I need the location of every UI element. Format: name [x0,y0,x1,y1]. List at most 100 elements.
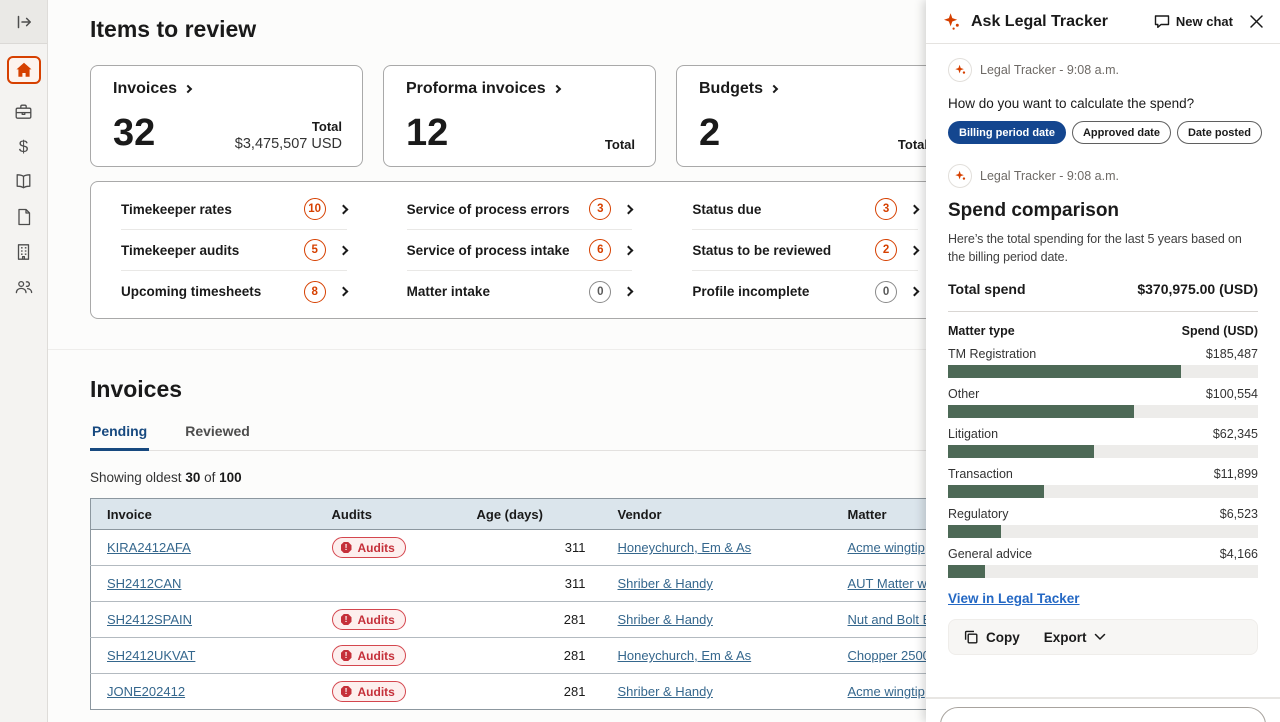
chat-message: Legal Tracker - 9:08 a.m. How do you wan… [948,58,1258,144]
summary-cards-row: Invoices 32 Total $3,475,507 USD Proform… [90,65,949,167]
age-value: 281 [461,602,602,638]
audits-badge[interactable]: !Audits [332,609,406,630]
chevron-right-icon [338,245,348,255]
sidebar-item-spend[interactable]: $ [7,129,41,164]
review-item-sop-intake[interactable]: Service of process intake 6 [407,230,633,271]
card-label: Proforma invoices [406,80,546,98]
matter-link[interactable]: Chopper 25000 [848,648,938,663]
total-spend-label: Total spend [948,281,1026,297]
sidebar-item-firms[interactable] [7,234,41,269]
sidebar-item-contacts[interactable] [7,269,41,304]
spend-bar-row: Other $100,554 [948,387,1258,418]
alert-octagon-icon: ! [341,650,352,661]
col-header-age: Age (days) [461,499,602,530]
matter-type-label: TM Registration [948,347,1036,361]
message-meta: Legal Tracker - 9:08 a.m. [980,169,1119,183]
matter-link[interactable]: Acme wingtip [848,684,925,699]
table-row: JONE202412 !Audits 281 Shriber & Handy A… [91,674,950,710]
chat-bubble-icon [1154,14,1170,29]
export-button[interactable]: Export [1044,630,1106,645]
showing-count-text: Showing oldest 30 of 100 [90,470,949,485]
sidebar-item-documents[interactable] [7,199,41,234]
alert-octagon-icon: ! [341,686,352,697]
matter-type-label: Other [948,387,979,401]
matter-link[interactable]: Nut and Bolt B [848,612,932,627]
close-icon[interactable] [1249,14,1264,29]
review-column-2: Service of process errors 3 Service of p… [377,189,663,311]
vendor-link[interactable]: Honeychurch, Em & As [618,540,752,555]
pill-date-posted[interactable]: Date posted [1177,121,1262,144]
invoice-link[interactable]: SH2412UKVAT [107,648,195,663]
col-header-audits: Audits [316,499,461,530]
card-total-label: Total [898,137,928,152]
review-item-status-to-be-reviewed[interactable]: Status to be reviewed 2 [692,230,918,271]
vendor-link[interactable]: Honeychurch, Em & As [618,648,752,663]
bar-track [948,445,1258,458]
sidebar-item-home[interactable] [7,56,41,84]
review-column-3: Status due 3 Status to be reviewed 2 Pro… [662,189,948,311]
review-item-profile-incomplete[interactable]: Profile incomplete 0 [692,271,918,312]
chat-message-input[interactable] [940,707,1266,722]
review-item-status-due[interactable]: Status due 3 [692,189,918,230]
review-item-timekeeper-audits[interactable]: Timekeeper audits 5 [121,230,347,271]
spend-bar-row: Litigation $62,345 [948,427,1258,458]
vendor-link[interactable]: Shriber & Handy [618,684,713,699]
spend-option-pills: Billing period date Approved date Date p… [948,121,1258,144]
sidebar-item-matters[interactable] [7,94,41,129]
card-proforma-invoices[interactable]: Proforma invoices 12 Total [383,65,656,167]
invoice-link[interactable]: KIRA2412AFA [107,540,191,555]
legal-tracker-avatar [948,58,972,82]
chat-question: How do you want to calculate the spend? [948,96,1258,111]
invoices-table: Invoice Audits Age (days) Vendor Matter … [90,498,950,710]
copy-icon [963,629,979,645]
col-header-vendor: Vendor [602,499,832,530]
spend-amount: $6,523 [1220,507,1258,521]
new-chat-button[interactable]: New chat [1154,14,1233,29]
vendor-link[interactable]: Shriber & Handy [618,612,713,627]
tab-pending[interactable]: Pending [90,419,149,451]
age-value: 311 [461,530,602,566]
alert-octagon-icon: ! [341,542,352,553]
view-in-legal-tracker-link[interactable]: View in Legal Tacker [948,591,1080,606]
review-item-timekeeper-rates[interactable]: Timekeeper rates 10 [121,189,347,230]
copy-button[interactable]: Copy [963,629,1020,645]
spend-amount: $11,899 [1214,467,1258,481]
matter-link[interactable]: AUT Matter wit [848,576,934,591]
review-item-sop-errors[interactable]: Service of process errors 3 [407,189,633,230]
chevron-right-icon [910,204,920,214]
matter-link[interactable]: Acme wingtip [848,540,925,555]
bar-fill [948,365,1181,378]
audits-badge[interactable]: !Audits [332,681,406,702]
book-icon [14,173,33,190]
invoice-link[interactable]: JONE202412 [107,684,185,699]
matter-type-label: Transaction [948,467,1013,481]
spend-bar-row: General advice $4,166 [948,547,1258,578]
card-budgets[interactable]: Budgets 2 Total [676,65,949,167]
review-item-matter-intake[interactable]: Matter intake 0 [407,271,633,312]
matter-type-label: General advice [948,547,1032,561]
count-badge: 10 [304,198,326,220]
invoice-link[interactable]: SH2412CAN [107,576,181,591]
spend-bar-row: Transaction $11,899 [948,467,1258,498]
tab-reviewed[interactable]: Reviewed [183,419,252,450]
invoice-link[interactable]: SH2412SPAIN [107,612,192,627]
card-invoices[interactable]: Invoices 32 Total $3,475,507 USD [90,65,363,167]
review-item-upcoming-timesheets[interactable]: Upcoming timesheets 8 [121,271,347,312]
matter-type-label: Regulatory [948,507,1008,521]
vendor-link[interactable]: Shriber & Handy [618,576,713,591]
pill-billing-period-date[interactable]: Billing period date [948,121,1066,144]
home-icon [15,62,33,78]
invoices-tabs: Pending Reviewed [90,419,949,451]
expand-sidebar-button[interactable] [7,4,41,39]
expand-sidebar-icon [15,13,33,31]
age-value: 311 [461,566,602,602]
matter-type-label: Litigation [948,427,998,441]
alert-octagon-icon: ! [341,614,352,625]
pill-approved-date[interactable]: Approved date [1072,121,1171,144]
chat-message: Legal Tracker - 9:08 a.m. Spend comparis… [948,164,1258,655]
bar-track [948,485,1258,498]
audits-badge[interactable]: !Audits [332,537,406,558]
audits-badge[interactable]: !Audits [332,645,406,666]
sidebar-item-reports[interactable] [7,164,41,199]
legal-tracker-avatar [948,164,972,188]
